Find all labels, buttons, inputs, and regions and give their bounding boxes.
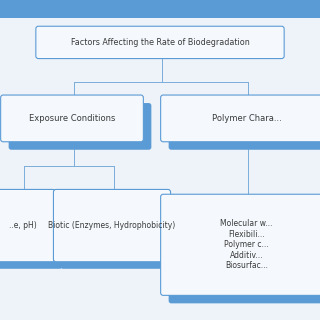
FancyBboxPatch shape <box>1 95 143 142</box>
Text: Molecular w...
Flexibili...
Polymer c...
Additiv...
Biosurfac...: Molecular w... Flexibili... Polymer c...… <box>220 220 273 270</box>
Text: Factors Affecting the Rate of Biodegradation: Factors Affecting the Rate of Biodegrada… <box>71 38 249 47</box>
FancyBboxPatch shape <box>36 26 284 59</box>
FancyBboxPatch shape <box>0 189 55 262</box>
Text: ..e, pH): ..e, pH) <box>9 221 37 230</box>
Text: Exposure Conditions: Exposure Conditions <box>29 114 115 123</box>
Text: Polymer Chara...: Polymer Chara... <box>212 114 281 123</box>
FancyBboxPatch shape <box>169 103 320 150</box>
FancyBboxPatch shape <box>0 196 62 269</box>
FancyBboxPatch shape <box>161 194 320 295</box>
FancyBboxPatch shape <box>9 103 151 150</box>
Bar <box>0 0 320 18</box>
FancyBboxPatch shape <box>53 189 171 262</box>
FancyBboxPatch shape <box>60 196 178 269</box>
FancyBboxPatch shape <box>169 202 320 303</box>
Text: Biotic (Enzymes, Hydrophobicity): Biotic (Enzymes, Hydrophobicity) <box>48 221 176 230</box>
FancyBboxPatch shape <box>161 95 320 142</box>
